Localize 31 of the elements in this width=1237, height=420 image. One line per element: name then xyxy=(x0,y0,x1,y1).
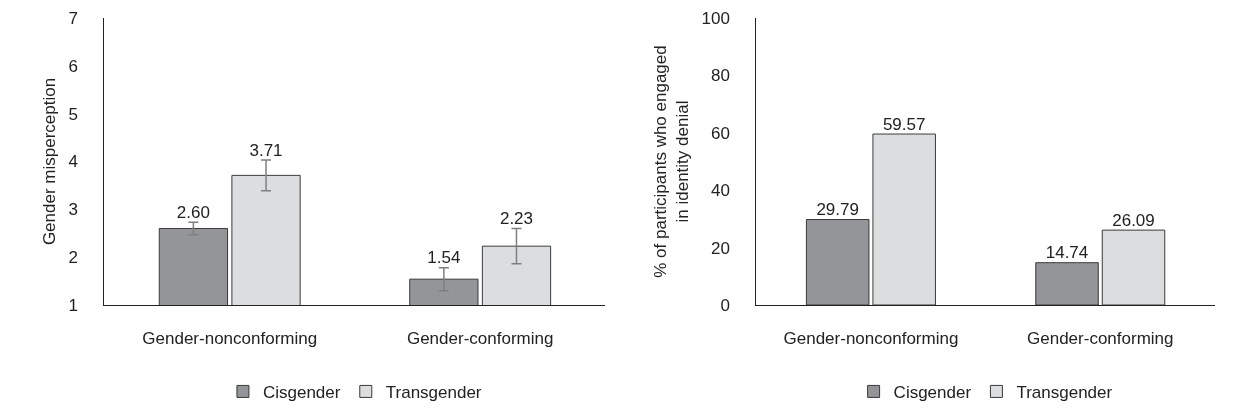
x-tick-label: Gender-nonconforming xyxy=(783,329,959,349)
y-tick-label: 7 xyxy=(68,8,79,28)
y-tick-label: 40 xyxy=(710,181,730,201)
y-tick-label: 80 xyxy=(710,66,730,86)
data-label: 59.57 xyxy=(882,114,926,134)
y-tick-label: 3 xyxy=(68,200,79,220)
y-tick-label: 100 xyxy=(701,8,730,28)
legend-label: Cisgender xyxy=(893,383,972,403)
y-tick-label: 5 xyxy=(68,104,79,124)
data-label: 29.79 xyxy=(816,200,859,220)
data-label: 3.71 xyxy=(249,140,283,160)
x-tick-label: Gender-conforming xyxy=(1027,329,1174,349)
data-label: 26.09 xyxy=(1112,210,1155,230)
data-label: 2.23 xyxy=(499,209,534,229)
y-tick-label: 6 xyxy=(68,56,79,76)
legend-label: Transgender xyxy=(385,383,482,403)
data-label: 1.54 xyxy=(427,248,461,268)
y-tick-label: 0 xyxy=(720,295,730,315)
y-tick-label: 4 xyxy=(68,152,79,172)
y-axis-title: Gender misperception xyxy=(40,77,60,246)
y-tick-label: 20 xyxy=(710,238,730,258)
data-label: 2.60 xyxy=(176,203,210,222)
x-tick-label: Gender-nonconforming xyxy=(142,329,318,349)
legend-label: Cisgender xyxy=(262,383,341,403)
y-tick-label: 60 xyxy=(710,123,730,143)
y-tick-label: 2 xyxy=(68,248,79,268)
data-label: 14.74 xyxy=(1045,243,1089,263)
y-tick-label: 1 xyxy=(68,295,79,315)
x-tick-label: Gender-conforming xyxy=(406,329,554,349)
y-axis-title: % of participants who engaged in identity denial xyxy=(650,45,693,278)
legend-label: Transgender xyxy=(1016,383,1113,403)
